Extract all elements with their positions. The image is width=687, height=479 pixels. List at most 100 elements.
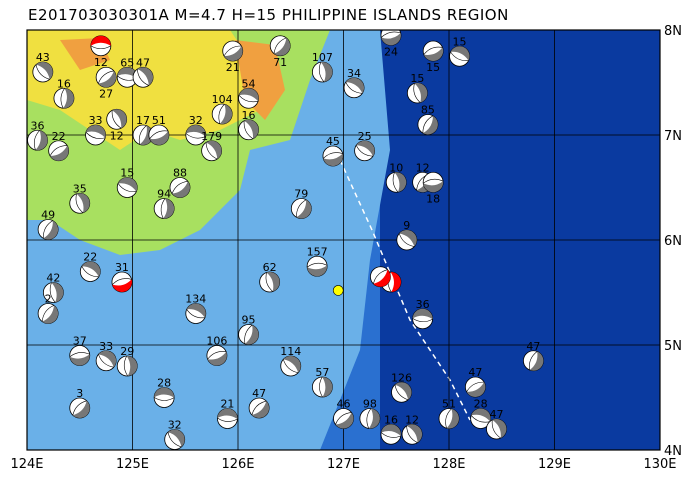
focal-mechanism-beachball[interactable] xyxy=(95,66,117,88)
depth-label: 22 xyxy=(52,130,66,143)
focal-mechanism-beachball[interactable] xyxy=(248,397,270,419)
focal-mechanism-beachball[interactable] xyxy=(42,282,64,303)
focal-mechanism-beachball[interactable] xyxy=(523,350,544,372)
focal-mechanism-beachball[interactable] xyxy=(269,35,291,57)
focal-mechanism-beachball[interactable] xyxy=(290,198,312,219)
focal-mechanism-beachball[interactable] xyxy=(153,198,175,219)
focal-mechanism-beachball[interactable] xyxy=(69,397,91,419)
focal-mechanism-beachball[interactable] xyxy=(48,140,70,162)
depth-label: 16 xyxy=(57,77,71,90)
lon-label: 127E xyxy=(327,457,360,472)
focal-mechanism-beachball[interactable] xyxy=(132,66,154,88)
focal-mechanism-beachball[interactable] xyxy=(422,40,444,62)
focal-mechanism-beachball[interactable] xyxy=(412,308,434,330)
lat-label: 6N xyxy=(664,234,682,249)
focal-mechanism-beachball[interactable] xyxy=(116,355,138,377)
focal-mechanism-beachball[interactable] xyxy=(238,324,259,345)
focal-mechanism-beachball[interactable] xyxy=(449,45,470,67)
focal-mechanism-beachball[interactable] xyxy=(201,140,223,162)
focal-mechanism-beachball[interactable] xyxy=(385,171,407,193)
depth-label: 47 xyxy=(526,340,540,353)
focal-mechanism-beachball[interactable] xyxy=(37,219,59,240)
focal-mechanism-beachball[interactable] xyxy=(391,381,412,403)
depth-label: 24 xyxy=(384,45,398,58)
focal-mechanism-beachball[interactable] xyxy=(380,423,402,445)
focal-mechanism-beachball[interactable] xyxy=(354,140,376,162)
focal-mechanism-beachball[interactable] xyxy=(422,171,444,193)
depth-label: 54 xyxy=(242,77,256,90)
focal-mechanism-beachball[interactable] xyxy=(69,345,91,366)
focal-mechanism-beachball[interactable] xyxy=(322,145,344,167)
focal-mechanism-beachball[interactable] xyxy=(95,350,117,372)
depth-label: 95 xyxy=(242,314,256,327)
focal-mechanism-beachball[interactable] xyxy=(69,192,91,214)
events-layer xyxy=(27,25,544,450)
focal-mechanism-beachball[interactable] xyxy=(370,266,391,288)
focal-mechanism-beachball[interactable] xyxy=(259,271,281,293)
focal-mechanism-beachball[interactable] xyxy=(116,177,138,198)
focal-mechanism-beachball[interactable] xyxy=(164,429,186,450)
focal-mechanism-beachball[interactable] xyxy=(132,124,154,146)
focal-mechanism-beachball[interactable] xyxy=(206,345,228,366)
focal-mechanism-beachball[interactable] xyxy=(401,423,423,445)
focal-mechanism-beachball[interactable] xyxy=(85,124,106,146)
depth-label: 31 xyxy=(115,261,129,274)
focal-mechanism-beachball[interactable] xyxy=(343,77,365,99)
focal-mechanism-beachball[interactable] xyxy=(148,124,170,146)
focal-mechanism-beachball[interactable] xyxy=(53,87,75,109)
depth-label: 15 xyxy=(410,72,424,85)
focal-mechanism-beachball[interactable] xyxy=(185,124,207,146)
epicenter-marker xyxy=(332,285,344,296)
depth-label: 32 xyxy=(189,114,203,127)
focal-mechanism-beachball[interactable] xyxy=(311,61,333,83)
focal-mechanism-beachball[interactable] xyxy=(359,408,381,429)
focal-mechanism-beachball[interactable] xyxy=(396,229,418,251)
focal-mechanism-beachball[interactable] xyxy=(306,255,328,277)
focal-mechanism-beachball[interactable] xyxy=(185,303,207,324)
focal-mechanism-beachball[interactable] xyxy=(311,376,333,398)
focal-mechanism-beachball[interactable] xyxy=(37,303,59,324)
depth-label: 42 xyxy=(46,272,60,285)
focal-mechanism-beachball[interactable] xyxy=(464,376,486,398)
focal-mechanism-beachball[interactable] xyxy=(380,25,402,46)
depth-label: 51 xyxy=(152,114,166,127)
focal-mechanism-beachball[interactable] xyxy=(211,103,233,125)
depth-label: 3 xyxy=(76,387,83,400)
focal-mechanism-beachball[interactable] xyxy=(32,61,54,83)
depth-label: 157 xyxy=(307,245,328,258)
depth-label: 12 xyxy=(110,129,124,142)
depth-label: 107 xyxy=(312,51,333,64)
depth-label: 16 xyxy=(242,109,256,122)
focal-mechanism-beachball[interactable] xyxy=(153,387,175,408)
lon-label: 129E xyxy=(538,457,571,472)
focal-mechanism-beachball[interactable] xyxy=(417,114,439,135)
focal-mechanism-beachball[interactable] xyxy=(333,408,354,429)
focal-mechanism-beachball[interactable] xyxy=(222,40,244,62)
depth-label: 79 xyxy=(294,188,308,201)
depth-label: 37 xyxy=(73,335,87,348)
focal-mechanism-beachball[interactable] xyxy=(280,355,302,377)
depth-label: 46 xyxy=(337,398,351,411)
focal-mechanism-beachball[interactable] xyxy=(486,418,507,440)
trench-line xyxy=(339,159,471,421)
lon-label: 126E xyxy=(221,457,254,472)
focal-mechanism-beachball[interactable] xyxy=(238,87,259,109)
focal-mechanism-beachball[interactable] xyxy=(169,177,191,198)
lat-label: 4N xyxy=(664,444,682,459)
focal-mechanism-beachball[interactable] xyxy=(238,119,259,141)
depth-label: 15 xyxy=(453,35,467,48)
depth-label: 12 xyxy=(405,413,419,426)
focal-mechanism-beachball[interactable] xyxy=(90,35,112,57)
focal-mechanism-beachball[interactable] xyxy=(111,271,133,293)
focal-mechanism-beachball[interactable] xyxy=(406,82,428,104)
depth-label: 47 xyxy=(489,408,503,421)
focal-mechanism-beachball[interactable] xyxy=(27,129,48,151)
focal-mechanism-beachball[interactable] xyxy=(438,408,460,429)
depth-label: 12 xyxy=(416,161,430,174)
focal-mechanism-beachball[interactable] xyxy=(470,408,492,429)
focal-mechanism-beachball[interactable] xyxy=(217,408,238,429)
focal-mechanism-beachball[interactable] xyxy=(79,261,101,282)
focal-mechanism-beachball[interactable] xyxy=(106,108,128,130)
